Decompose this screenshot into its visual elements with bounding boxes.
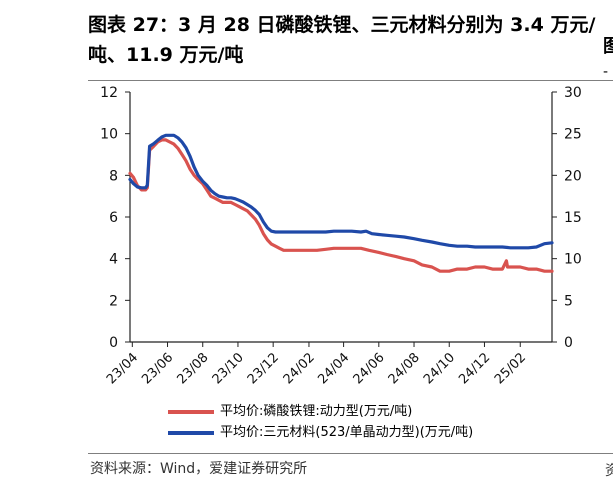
- legend-item-lfp: 平均价:磷酸铁锂:动力型(万元/吨): [168, 401, 473, 422]
- x-tick-label: 24/02: [281, 350, 318, 387]
- right-y-tick-label: 0: [564, 335, 573, 351]
- x-tick-label: 24/08: [386, 350, 423, 387]
- x-tick-label: 23/06: [139, 350, 176, 387]
- left-y-tick-label: 0: [109, 335, 118, 351]
- x-tick-label: 23/04: [104, 350, 141, 387]
- x-tick-label: 24/10: [421, 350, 458, 387]
- left-y-tick-label: 4: [109, 252, 118, 268]
- right-y-tick-label: 25: [564, 127, 582, 143]
- x-tick-label: 24/12: [456, 350, 493, 387]
- right-y-tick-label: 30: [564, 85, 582, 101]
- x-tick-label: 23/12: [245, 350, 282, 387]
- legend-label-lfp: 平均价:磷酸铁锂:动力型(万元/吨): [220, 404, 413, 419]
- ternary-price-line: [128, 133, 554, 250]
- left-y-tick-label: 8: [109, 168, 118, 184]
- x-tick-label: 25/02: [492, 350, 529, 387]
- clipped-next-column-glyph: 图: [603, 36, 613, 57]
- right-y-tick-label: 15: [564, 210, 582, 226]
- right-y-tick-label: 10: [564, 252, 582, 268]
- left-y-tick-label: 2: [109, 293, 118, 309]
- left-y-tick-label: 12: [100, 85, 118, 101]
- chart-title: 图表 27：3 月 28 日磷酸铁锂、三元材料分别为 3.4 万元/吨、11.9…: [88, 14, 596, 66]
- right-y-tick-label: 5: [564, 293, 573, 309]
- title-divider: [88, 80, 613, 81]
- clipped-next-column-rule: -: [603, 64, 609, 80]
- left-y-tick-label: 10: [100, 127, 118, 143]
- x-tick-label: 23/08: [174, 350, 211, 387]
- x-tick-label: 23/10: [210, 350, 247, 387]
- left-y-tick-label: 6: [109, 210, 118, 226]
- legend-label-ternary: 平均价:三元材料(523/单晶动力型)(万元/吨): [220, 425, 474, 440]
- right-y-tick-label: 20: [564, 168, 582, 184]
- x-tick-label: 24/04: [315, 350, 352, 387]
- clipped-next-column-source: 资: [605, 463, 613, 479]
- x-tick-label: 24/06: [351, 350, 388, 387]
- chart-legend: 平均价:磷酸铁锂:动力型(万元/吨) 平均价:三元材料(523/单晶动力型)(万…: [168, 401, 473, 443]
- source-note: 资料来源：Wind，爱建证券研究所: [90, 461, 308, 477]
- footer-divider: [88, 453, 613, 454]
- lfp-price-line: [128, 138, 554, 273]
- legend-swatch-ternary: [168, 430, 214, 435]
- legend-swatch-lfp: [168, 409, 214, 414]
- legend-item-ternary: 平均价:三元材料(523/单晶动力型)(万元/吨): [168, 422, 473, 443]
